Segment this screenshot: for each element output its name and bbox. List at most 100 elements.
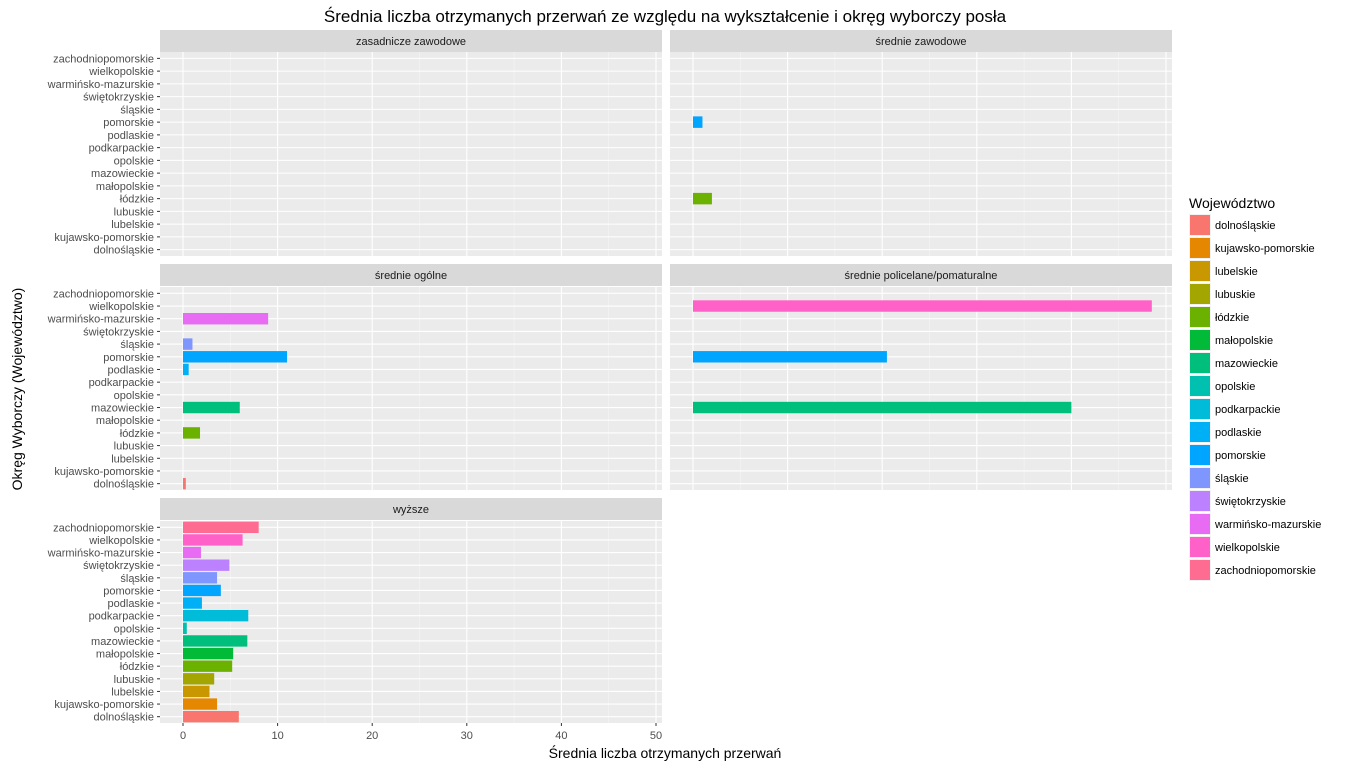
- legend-item: śląskie: [1189, 467, 1249, 489]
- legend-item: lubuskie: [1189, 283, 1255, 305]
- bar: [183, 338, 193, 350]
- legend-item: podlaskie: [1189, 421, 1261, 443]
- facet-strip-label: średnie ogólne: [375, 270, 447, 282]
- legend-item: podkarpackie: [1189, 398, 1280, 420]
- legend-swatch: [1190, 491, 1210, 511]
- legend-swatch: [1190, 560, 1210, 580]
- y-tick-label: opolskie: [114, 155, 154, 167]
- facet-strip-label: wyższe: [392, 504, 429, 516]
- legend-label: wielkopolskie: [1214, 542, 1280, 554]
- bar: [183, 477, 186, 490]
- y-tick-label: dolnośląskie: [93, 712, 154, 724]
- facet-panel: średnie policelane/pomaturalne: [670, 264, 1172, 490]
- y-tick-label: kujawsko-pomorskie: [54, 232, 154, 244]
- bar: [183, 572, 218, 584]
- facet-strip-label: średnie policelane/pomaturalne: [845, 270, 998, 282]
- bar: [183, 610, 249, 622]
- legend-item: świętokrzyskie: [1189, 490, 1286, 512]
- facet-strip: [160, 498, 662, 520]
- legend-label: podlaskie: [1215, 427, 1261, 439]
- legend-swatch: [1190, 376, 1210, 396]
- y-tick-label: śląskie: [120, 573, 154, 585]
- legend-label: małopolskie: [1215, 335, 1273, 347]
- legend-swatch: [1190, 307, 1210, 327]
- y-tick-label: podkarpackie: [89, 143, 154, 155]
- legend-label: łódzkie: [1215, 312, 1249, 324]
- bar: [183, 363, 189, 376]
- legend-item: opolskie: [1189, 375, 1255, 397]
- facet-strip: [160, 30, 662, 52]
- legend-item: warmińsko-mazurskie: [1189, 513, 1321, 535]
- x-tick-label: 30: [461, 730, 473, 742]
- y-tick-label: warmińsko-mazurskie: [47, 79, 154, 91]
- y-tick-label: dolnośląskie: [93, 479, 154, 491]
- legend-label: warmińsko-mazurskie: [1214, 519, 1321, 531]
- y-tick-label: podlaskie: [108, 364, 154, 376]
- bar: [183, 559, 230, 571]
- panel-background: [670, 287, 1172, 490]
- legend-label: lubuskie: [1215, 289, 1255, 301]
- y-tick-label: wielkopolskie: [88, 535, 154, 547]
- y-tick-label: lubuskie: [114, 674, 154, 686]
- y-tick-label: mazowieckie: [91, 636, 154, 648]
- legend-swatch: [1190, 399, 1210, 419]
- y-tick-label: świętokrzyskie: [83, 326, 154, 338]
- legend-swatch: [1190, 445, 1210, 465]
- legend-swatch: [1190, 353, 1210, 373]
- legend-swatch: [1190, 537, 1210, 557]
- legend-title: Województwo: [1189, 195, 1275, 211]
- legend-swatch: [1190, 468, 1210, 488]
- y-tick-label: lubelskie: [111, 686, 154, 698]
- bar: [183, 427, 201, 439]
- legend-label: mazowieckie: [1215, 358, 1278, 370]
- legend-item: lubelskie: [1189, 260, 1258, 282]
- facet-strip-label: zasadnicze zawodowe: [356, 36, 466, 48]
- legend-label: podkarpackie: [1215, 404, 1280, 416]
- legend-label: świętokrzyskie: [1215, 496, 1286, 508]
- y-tick-label: podkarpackie: [89, 377, 154, 389]
- bar: [183, 521, 259, 533]
- panel-background: [670, 52, 1172, 256]
- y-tick-label: zachodniopomorskie: [53, 288, 154, 300]
- y-tick-label: kujawsko-pomorskie: [54, 466, 154, 478]
- y-tick-label: pomorskie: [103, 585, 154, 597]
- legend-swatch: [1190, 422, 1210, 442]
- x-axis-title: Średnia liczba otrzymanych przerwań: [549, 744, 782, 761]
- legend-item: łódzkie: [1189, 306, 1249, 328]
- legend-label: zachodniopomorskie: [1215, 565, 1316, 577]
- y-tick-label: lubelskie: [111, 219, 154, 231]
- bar: [183, 673, 215, 685]
- y-tick-label: warmińsko-mazurskie: [47, 548, 154, 560]
- bar: [183, 597, 202, 609]
- legend-label: lubelskie: [1215, 266, 1258, 278]
- y-tick-label: lubuskie: [114, 206, 154, 218]
- facet-panel: średnie ogólne dolnośląskiekujawsko-pomor…: [47, 264, 662, 491]
- x-tick-label: 50: [650, 730, 662, 742]
- bar: [183, 685, 210, 698]
- legend-label: kujawsko-pomorskie: [1215, 243, 1315, 255]
- bar: [183, 647, 234, 660]
- legend-label: dolnośląskie: [1215, 220, 1276, 232]
- y-tick-label: lubuskie: [114, 441, 154, 453]
- y-tick-label: łódzkie: [120, 428, 154, 440]
- legend-item: wielkopolskie: [1189, 536, 1280, 558]
- y-tick-label: pomorskie: [103, 352, 154, 364]
- bar: [693, 401, 1072, 414]
- bar: [183, 584, 221, 597]
- bar: [183, 534, 243, 546]
- facet-strip: [670, 30, 1172, 52]
- y-tick-label: mazowieckie: [91, 168, 154, 180]
- bar: [183, 313, 269, 325]
- y-tick-label: zachodniopomorskie: [53, 53, 154, 65]
- legend-item: dolnośląskie: [1189, 214, 1276, 236]
- y-tick-label: śląskie: [120, 339, 154, 351]
- legend-item: mazowieckie: [1189, 352, 1278, 374]
- y-tick-label: dolnośląskie: [93, 245, 154, 257]
- y-tick-label: świętokrzyskie: [83, 560, 154, 572]
- x-tick-label: 40: [555, 730, 567, 742]
- bar: [183, 622, 187, 634]
- legend-item: pomorskie: [1189, 444, 1266, 466]
- bar: [183, 698, 218, 710]
- y-axis-title: Okręg Wyborczy (Województwo): [9, 288, 25, 491]
